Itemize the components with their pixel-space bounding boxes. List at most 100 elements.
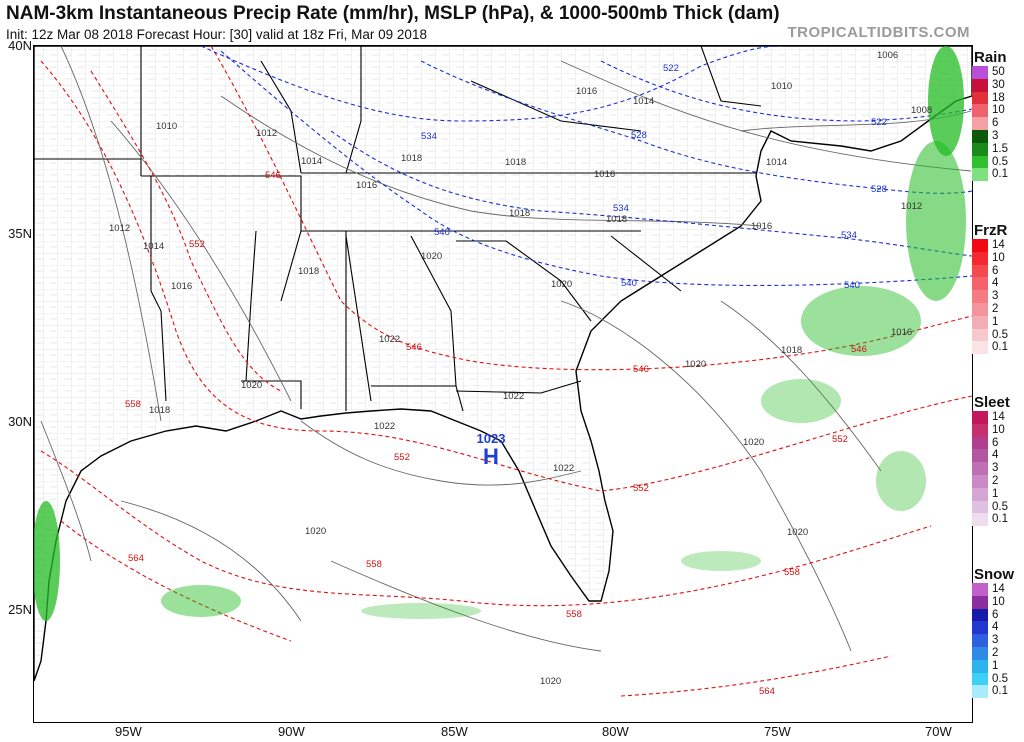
isobar-label: 1018 [298,266,319,277]
legend-swatch [972,328,988,342]
thickness-label: 552 [832,434,848,445]
legend-entry: 3 [972,129,1022,143]
legend-snow: Snow 14 10 6 4 3 2 1 0.5 0.1 [972,566,1022,699]
legend-entry: 50 [972,66,1022,79]
legend-swatch [972,646,988,660]
legend-label: 0.5 [992,500,1008,513]
thickness-label: 546 [406,342,422,353]
isobar-label: 1016 [171,281,192,292]
lat-label-30n: 30N [8,414,32,429]
map-panel[interactable]: 1006 1008 1010 1010 1012 1012 1012 1014 … [33,45,973,723]
thickness-label: 534 [841,230,857,241]
legend-entry: 2 [972,646,1022,660]
thickness-label: 540 [434,227,450,238]
isobar-label: 1020 [685,359,706,370]
legend-label: 0.5 [992,155,1008,168]
legend-swatch [972,608,988,622]
legend-entry: 3 [972,634,1022,647]
high-pressure-value: 1023 [477,431,506,446]
thickness-label: 546 [265,170,281,181]
legend-swatch [972,621,988,635]
isobar-label: 1020 [787,527,808,538]
legend-swatch [972,436,988,450]
legend-label: 14 [992,583,1005,595]
isobar-label: 1012 [901,201,922,212]
legend-label: 1 [992,315,999,328]
isobar-label: 1022 [374,421,395,432]
legend-entry: 0.5 [972,672,1022,686]
legend-snow-title: Snow [974,566,1014,583]
legend-entry: 2 [972,474,1022,488]
legend-entry: 0.5 [972,328,1022,342]
legend-entry: 4 [972,449,1022,463]
thickness-label: 558 [784,567,800,578]
legend-swatch [972,341,988,355]
map-canvas: 1006 1008 1010 1010 1012 1012 1012 1014 … [34,46,972,697]
legend-entry: 6 [972,264,1022,278]
thickness-label: 522 [663,63,679,74]
isobar-label: 1020 [241,380,262,391]
isobar-label: 1020 [540,676,561,687]
legend-entry: 6 [972,608,1022,622]
thickness-label: 540 [844,280,860,291]
legend-frzr-scale: 14 10 6 4 3 2 1 0.5 0.1 [972,239,1022,355]
legend-sleet-scale: 14 10 6 4 3 2 1 0.5 0.1 [972,411,1022,527]
legend-swatch [972,449,988,463]
isobar-label: 1020 [551,279,572,290]
isobar-label: 1018 [505,157,526,168]
isobar-label: 1012 [109,223,130,234]
legend-rain-title: Rain [974,49,1007,66]
isobar-label: 1020 [421,251,442,262]
lon-label-80w: 80W [602,724,629,739]
isobar-label: 1014 [633,96,654,107]
legend-swatch [972,129,988,143]
legend-entry: 6 [972,117,1022,130]
legend-swatch [972,583,988,596]
legend-entry: 1 [972,315,1022,329]
lat-label-35n: 35N [8,226,32,241]
legend-swatch [972,595,988,609]
legend-label: 6 [992,436,999,449]
isobar-label: 1018 [149,405,170,416]
legend-swatch [972,251,988,265]
thickness-label: 534 [613,203,629,214]
lon-label-90w: 90W [278,724,305,739]
legend-label: 3 [992,290,999,303]
legend-rain-scale: 50 30 18 10 6 3 1.5 0.5 0.1 [972,66,1022,182]
legend-entry: 30 [972,78,1022,92]
legend-snow-scale: 14 10 6 4 3 2 1 0.5 0.1 [972,583,1022,699]
legend-entry: 0.1 [972,168,1022,182]
isobar-label: 1018 [781,345,802,356]
isobar-label: 1006 [877,50,898,61]
legend-sleet-title: Sleet [974,394,1010,411]
legend-entry: 1 [972,487,1022,501]
isobar-label: 1012 [256,128,277,139]
legend-swatch [972,672,988,686]
lon-label-95w: 95W [115,724,142,739]
thickness-label: 558 [125,399,141,410]
lon-label-75w: 75W [764,724,791,739]
thickness-label: 546 [633,364,649,375]
legend-label: 0.1 [992,168,1008,181]
map-title: NAM-3km Instantaneous Precip Rate (mm/hr… [6,3,780,24]
legend-label: 2 [992,474,999,487]
legend-swatch [972,78,988,92]
land-mass [34,46,972,682]
legend-sleet: Sleet 14 10 6 4 3 2 1 0.5 0.1 [972,394,1022,527]
isobar-label: 1016 [594,169,615,180]
thickness-labels-cold: 522 522 528 528 534 534 534 540 540 540 [421,63,887,291]
isobar-label: 1010 [156,121,177,132]
legend-entry: 0.1 [972,341,1022,355]
isobar-label: 1016 [576,86,597,97]
legend-swatch [972,513,988,527]
isobar-label: 1022 [503,391,524,402]
isobar-label: 1016 [751,221,772,232]
thickness-label: 534 [421,131,437,142]
legend-entry: 4 [972,621,1022,635]
isobar-label: 1014 [143,241,164,252]
legend-label: 1 [992,659,999,672]
thickness-label: 552 [394,452,410,463]
legend-label: 50 [992,66,1005,78]
legend-entry: 0.1 [972,685,1022,699]
legend-entry: 14 [972,411,1022,424]
